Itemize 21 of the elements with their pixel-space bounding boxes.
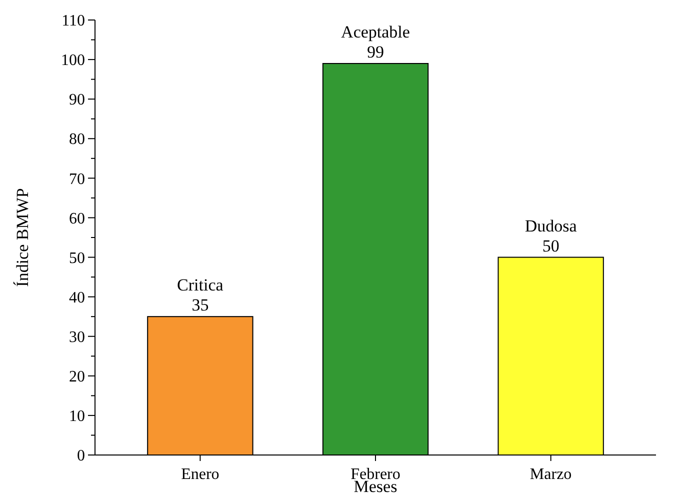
y-tick-label: 70 xyxy=(69,170,85,188)
y-tick-label: 0 xyxy=(77,448,85,465)
y-axis-title: Índice BMWP xyxy=(13,188,32,287)
y-tick-label: 30 xyxy=(69,328,85,346)
y-tick-label: 110 xyxy=(62,12,85,30)
x-tick-label: Marzo xyxy=(530,466,572,483)
y-tick-label: 90 xyxy=(69,92,85,109)
y-tick-label: 20 xyxy=(69,368,85,386)
y-tick-label: 80 xyxy=(69,131,85,148)
y-tick-label: 60 xyxy=(69,210,85,228)
y-tick-label: 10 xyxy=(69,408,85,426)
data-label: 50 xyxy=(542,236,560,256)
x-tick-label: Enero xyxy=(181,466,220,483)
y-tick-label: 40 xyxy=(69,289,85,306)
y-tick-label: 100 xyxy=(61,52,85,70)
annotation: Dudosa xyxy=(524,216,578,236)
annotation: Aceptable xyxy=(341,22,410,42)
data-label: 99 xyxy=(367,42,384,62)
data-label: 35 xyxy=(192,296,209,315)
annotation: Critica xyxy=(177,276,224,295)
y-tick-label: 50 xyxy=(69,250,85,267)
